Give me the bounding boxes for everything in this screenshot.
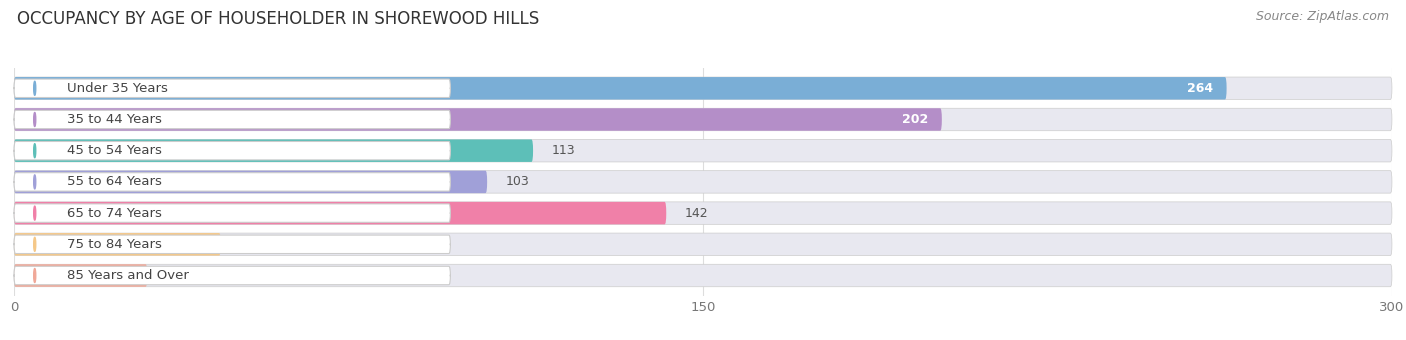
- Circle shape: [34, 113, 35, 126]
- FancyBboxPatch shape: [14, 202, 1392, 224]
- Text: 55 to 64 Years: 55 to 64 Years: [67, 175, 162, 188]
- FancyBboxPatch shape: [14, 77, 1226, 100]
- Text: Under 35 Years: Under 35 Years: [67, 82, 167, 95]
- FancyBboxPatch shape: [14, 171, 486, 193]
- Circle shape: [34, 81, 35, 95]
- Text: 75 to 84 Years: 75 to 84 Years: [67, 238, 162, 251]
- Text: 85 Years and Over: 85 Years and Over: [67, 269, 188, 282]
- FancyBboxPatch shape: [14, 139, 533, 162]
- FancyBboxPatch shape: [14, 77, 1392, 100]
- Text: Source: ZipAtlas.com: Source: ZipAtlas.com: [1256, 10, 1389, 23]
- FancyBboxPatch shape: [14, 266, 450, 285]
- FancyBboxPatch shape: [14, 110, 450, 129]
- FancyBboxPatch shape: [14, 264, 1392, 287]
- FancyBboxPatch shape: [14, 233, 1392, 256]
- Text: 35 to 44 Years: 35 to 44 Years: [67, 113, 162, 126]
- Text: 202: 202: [901, 113, 928, 126]
- Circle shape: [34, 237, 35, 251]
- Circle shape: [34, 144, 35, 158]
- FancyBboxPatch shape: [14, 139, 1392, 162]
- FancyBboxPatch shape: [14, 235, 450, 254]
- Text: 45 to 54 Years: 45 to 54 Years: [67, 144, 162, 157]
- Text: 113: 113: [551, 144, 575, 157]
- FancyBboxPatch shape: [14, 233, 221, 256]
- Circle shape: [34, 206, 35, 220]
- FancyBboxPatch shape: [14, 264, 148, 287]
- Text: 142: 142: [685, 207, 709, 220]
- Text: OCCUPANCY BY AGE OF HOUSEHOLDER IN SHOREWOOD HILLS: OCCUPANCY BY AGE OF HOUSEHOLDER IN SHORE…: [17, 10, 538, 28]
- FancyBboxPatch shape: [14, 108, 942, 131]
- Text: 29: 29: [166, 269, 181, 282]
- Text: 103: 103: [506, 175, 529, 188]
- Text: 45: 45: [239, 238, 254, 251]
- FancyBboxPatch shape: [14, 108, 1392, 131]
- FancyBboxPatch shape: [14, 204, 450, 222]
- Text: 264: 264: [1187, 82, 1213, 95]
- FancyBboxPatch shape: [14, 173, 450, 191]
- Circle shape: [34, 175, 35, 189]
- Text: 65 to 74 Years: 65 to 74 Years: [67, 207, 162, 220]
- FancyBboxPatch shape: [14, 79, 450, 98]
- Circle shape: [34, 269, 35, 283]
- FancyBboxPatch shape: [14, 202, 666, 224]
- FancyBboxPatch shape: [14, 171, 1392, 193]
- FancyBboxPatch shape: [14, 141, 450, 160]
